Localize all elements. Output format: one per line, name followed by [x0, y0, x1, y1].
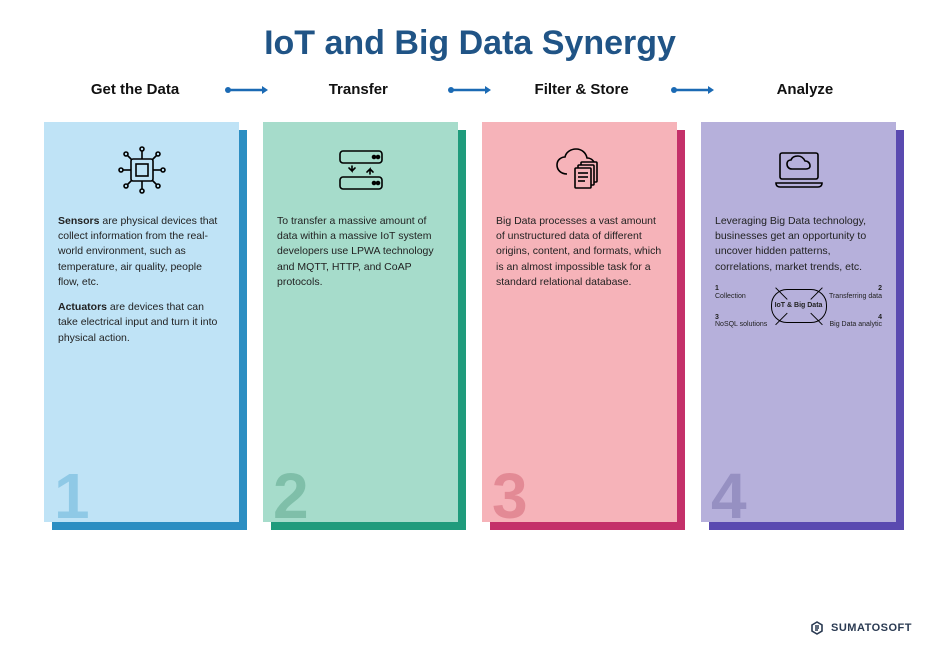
card-number: 3 — [492, 464, 528, 528]
cards-row: Sensors are physical devices that collec… — [0, 98, 940, 522]
card-number: 1 — [54, 464, 90, 528]
mini-cloud-icon: IoT & Big Data — [771, 289, 827, 323]
step-label-4: Analyze — [730, 81, 880, 98]
cloud-files-icon — [496, 140, 663, 200]
step-label-1: Get the Data — [60, 81, 210, 98]
card-body: Big Data processes a vast amount of unst… — [482, 122, 677, 522]
servers-icon — [277, 140, 444, 200]
card-body: Sensors are physical devices that collec… — [44, 122, 239, 522]
card-get-data: Sensors are physical devices that collec… — [44, 122, 239, 522]
steps-row: Get the Data Transfer Filter & Store Ana… — [0, 63, 940, 98]
chip-icon — [58, 140, 225, 200]
card-filter-store: Big Data processes a vast amount of unst… — [482, 122, 677, 522]
step-label-2: Transfer — [283, 81, 433, 98]
arrow-icon — [224, 84, 270, 96]
step-label-3: Filter & Store — [507, 81, 657, 98]
card-body: To transfer a massive amount of data wit… — [263, 122, 458, 522]
footer-brand: SUMATOSOFT — [809, 620, 912, 636]
arrow-icon — [670, 84, 716, 96]
card-transfer: To transfer a massive amount of data wit… — [263, 122, 458, 522]
card-number: 2 — [273, 464, 309, 528]
card-number: 4 — [711, 464, 747, 528]
brand-icon — [809, 620, 825, 636]
arrow-icon — [447, 84, 493, 96]
card-body: Leveraging Big Data technology, business… — [701, 122, 896, 522]
page-title: IoT and Big Data Synergy — [0, 0, 940, 63]
card-analyze: Leveraging Big Data technology, business… — [701, 122, 896, 522]
mini-diagram: 1Collection 2Transferring data IoT & Big… — [715, 289, 882, 323]
laptop-cloud-icon — [715, 140, 882, 200]
